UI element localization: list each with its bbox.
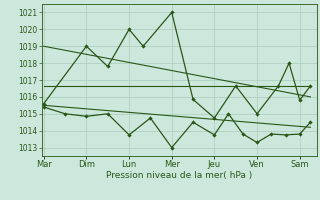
X-axis label: Pression niveau de la mer( hPa ): Pression niveau de la mer( hPa ) xyxy=(106,171,252,180)
